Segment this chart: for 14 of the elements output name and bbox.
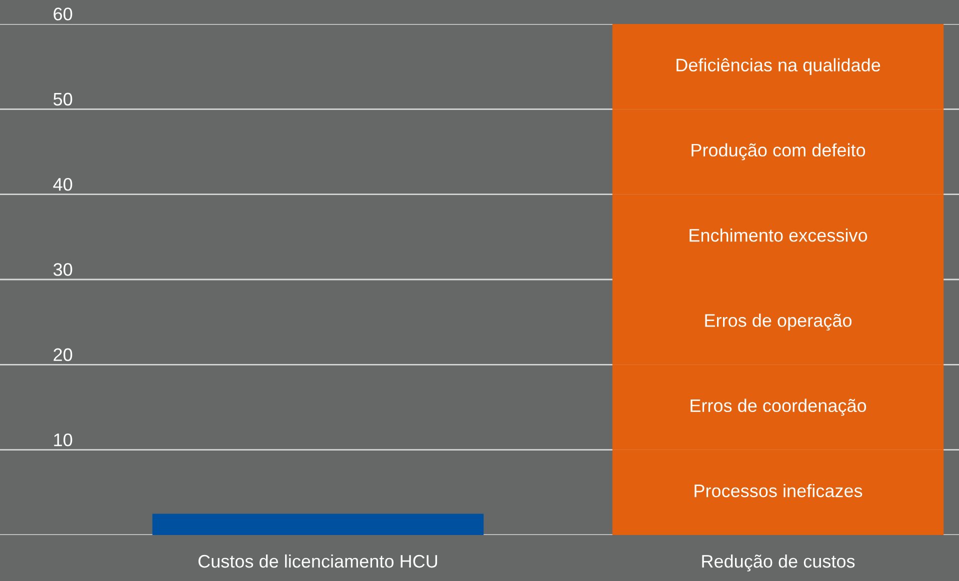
y-tick-label: 10 xyxy=(54,433,72,446)
series-label: Produção com defeito xyxy=(692,143,866,160)
y-tick-label: 50 xyxy=(54,92,72,106)
y-tick-label: 20 xyxy=(54,348,72,362)
y-tick-label: 40 xyxy=(53,178,72,191)
series-label: Deficiências na qualidade xyxy=(676,58,880,76)
series-label: Erros de coordenação xyxy=(690,398,866,416)
series-label: Processos ineficazes xyxy=(694,484,862,498)
series-label: Erros de operação xyxy=(705,314,852,331)
y-tick-label: 60 xyxy=(54,8,72,20)
y-tick-label: 30 xyxy=(53,263,72,276)
series-label: Enchimento excessivo xyxy=(690,228,868,242)
x-tick-label: Custos de licenciamento HCU xyxy=(198,554,438,568)
x-tick-label: Redução de custos xyxy=(702,554,855,572)
